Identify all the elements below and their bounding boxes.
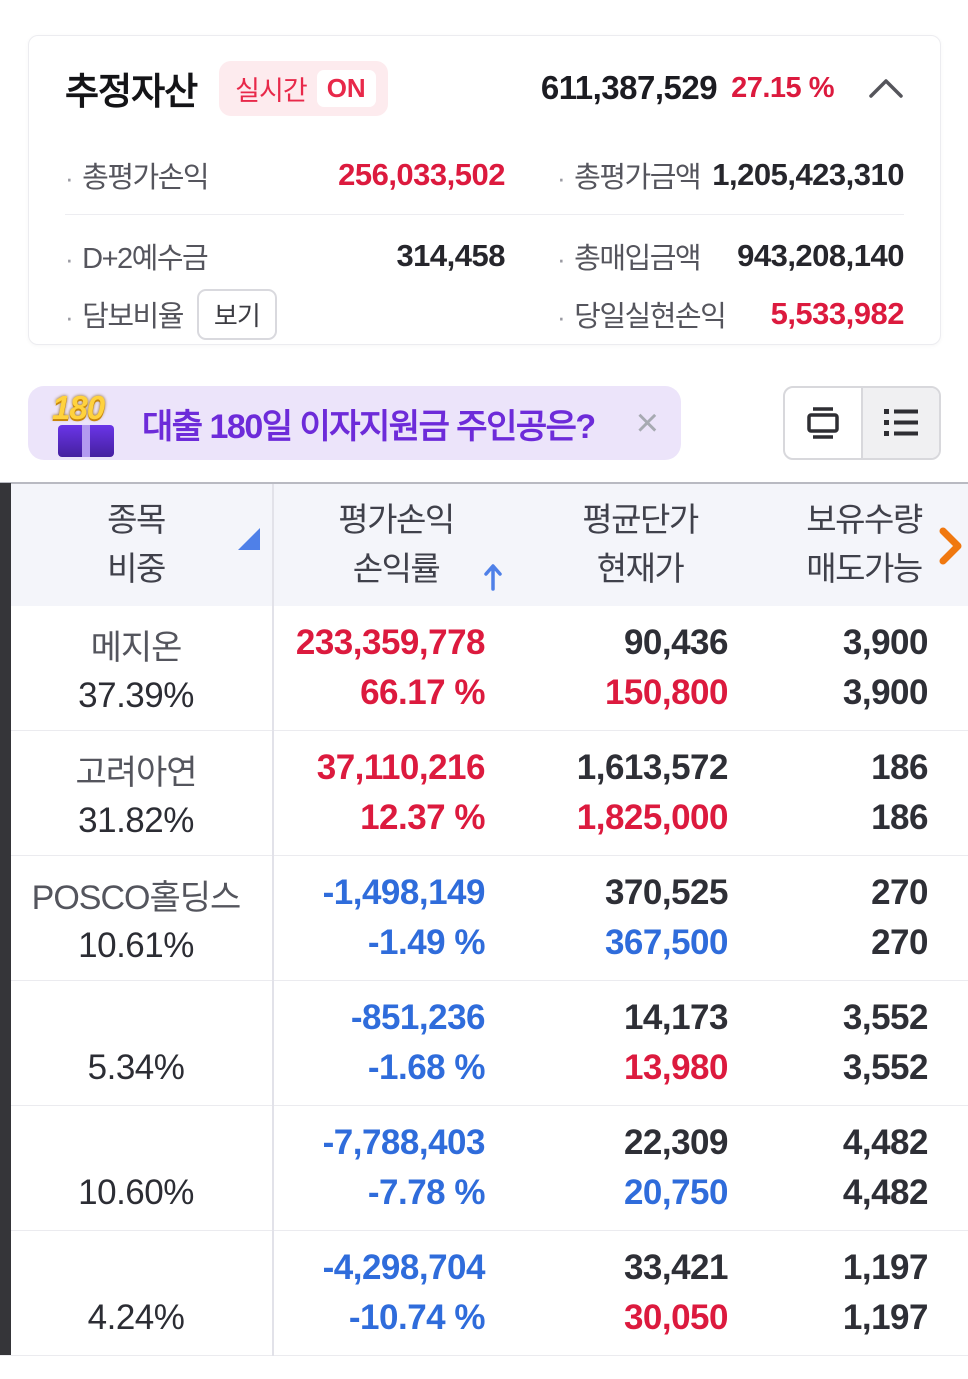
- table-top-border: [0, 482, 968, 484]
- quantity: 3,900: [842, 623, 929, 663]
- table-row[interactable]: 고려아연 31.82% 37,110,216 12.37 % 1,613,572 1,82…: [0, 731, 968, 856]
- avg-price: 90,436: [623, 623, 729, 663]
- table-left-edge-bar: [0, 483, 11, 1355]
- quantity: 270: [871, 873, 928, 913]
- column-divider: [272, 484, 274, 606]
- promo-banner-text[interactable]: 대출 180일 이자지원금 주인공은?: [142, 407, 596, 446]
- total-purchase-value: 943,208,140: [737, 238, 904, 273]
- total-eval-amount-value: 1,205,423,310: [712, 157, 904, 192]
- profit-value: 233,359,778: [295, 623, 486, 663]
- current-price: 367,500: [604, 922, 729, 962]
- header-stock-weight[interactable]: 종목 비중: [0, 484, 272, 606]
- close-icon[interactable]: ×: [635, 401, 659, 445]
- current-price: 1,825,000: [576, 797, 729, 837]
- sellable-quantity: 3,552: [842, 1047, 929, 1087]
- daily-realized-pl-value: 5,533,982: [770, 296, 905, 331]
- total-eval-amount-label: · 총평가금액: [557, 162, 702, 194]
- sort-arrow-up-icon: [482, 560, 504, 600]
- profit-value: 37,110,216: [316, 748, 486, 788]
- sellable-quantity: 4,482: [842, 1172, 929, 1212]
- stock-name: 고려아연: [75, 754, 197, 793]
- card-view-button[interactable]: [785, 388, 861, 458]
- holdings-table: 종목 비중 평가손익 손익률 평균단가 현재가 보유수량 매도가능: [0, 482, 968, 1356]
- total-asset-rate: 27.15 %: [731, 71, 834, 104]
- sellable-quantity: 186: [871, 797, 928, 837]
- asset-card-header[interactable]: 추정자산 실시간 ON 611,387,529 27.15 %: [65, 36, 904, 132]
- quantity: 4,482: [842, 1123, 929, 1163]
- daily-realized-pl-label: · 당일실현손익: [557, 301, 727, 333]
- sellable-quantity: 3,900: [842, 672, 929, 712]
- stock-name: 메지온: [90, 629, 183, 668]
- realtime-on-toggle[interactable]: ON: [316, 69, 376, 107]
- sellable-quantity: 1,197: [842, 1297, 929, 1337]
- promo-banner[interactable]: 180 대출 180일 이자지원금 주인공은? ×: [28, 386, 681, 460]
- avg-price: 22,309: [623, 1123, 729, 1163]
- holdings-rows: 메지온 37.39% 233,359,778 66.17 % 90,436 150,800…: [0, 606, 968, 1356]
- stock-weight: 37.39%: [78, 675, 194, 715]
- profit-rate: -7.78 %: [367, 1172, 486, 1212]
- header-quantity[interactable]: 보유수량 매도가능: [760, 484, 968, 606]
- profit-rate: 66.17 %: [360, 672, 485, 712]
- profit-rate: -10.74 %: [348, 1297, 486, 1337]
- profit-value: -4,298,704: [322, 1248, 486, 1288]
- sellable-quantity: 270: [871, 922, 928, 962]
- current-price: 20,750: [623, 1172, 729, 1212]
- sort-indicator-icon: [238, 528, 260, 550]
- table-row[interactable]: 10.60% -7,788,403 -7.78 % 22,309 20,750 4,482…: [0, 1106, 968, 1231]
- avg-price: 1,613,572: [576, 748, 729, 788]
- d2-deposit-label: · D+2예수금: [65, 243, 209, 275]
- profit-rate: 12.37 %: [360, 797, 485, 837]
- stock-name: POSCO홀딩스: [31, 879, 242, 918]
- total-eval-pl-label: · 총평가손익: [65, 162, 210, 194]
- gift-180-icon: 180: [46, 387, 132, 473]
- profit-value: -1,498,149: [322, 873, 486, 913]
- collapse-panel-button[interactable]: [868, 77, 904, 99]
- table-row[interactable]: POSCO홀딩스 10.61% -1,498,149 -1.49 % 370,525 36…: [0, 856, 968, 981]
- more-columns-button[interactable]: [938, 526, 964, 574]
- current-price: 13,980: [623, 1047, 729, 1087]
- total-purchase-label: · 총매입금액: [557, 243, 702, 275]
- avg-price: 14,173: [623, 998, 729, 1038]
- estimated-asset-card: 추정자산 실시간 ON 611,387,529 27.15 % · 총평가손익 2…: [28, 35, 941, 345]
- stock-weight: 31.82%: [78, 800, 194, 840]
- current-price: 30,050: [623, 1297, 729, 1337]
- stock-weight: 10.61%: [78, 925, 194, 965]
- table-header: 종목 비중 평가손익 손익률 평균단가 현재가 보유수량 매도가능: [0, 484, 968, 606]
- chevron-right-icon: [939, 527, 962, 565]
- collateral-view-button[interactable]: 보기: [196, 288, 277, 340]
- avg-price: 33,421: [623, 1248, 729, 1288]
- stock-weight: 4.24%: [87, 1297, 185, 1337]
- realtime-badge[interactable]: 실시간 ON: [219, 60, 388, 116]
- header-profit-rate[interactable]: 평가손익 손익률: [272, 484, 520, 606]
- page-title: 추정자산: [65, 71, 198, 112]
- profit-rate: -1.68 %: [367, 1047, 486, 1087]
- list-view-button[interactable]: [861, 388, 939, 458]
- current-price: 150,800: [604, 672, 729, 712]
- quantity: 3,552: [842, 998, 929, 1038]
- profit-value: -851,236: [350, 998, 486, 1038]
- stock-weight: 10.60%: [78, 1172, 194, 1212]
- chevron-up-icon: [869, 79, 903, 98]
- total-asset-value: 611,387,529: [540, 69, 718, 106]
- table-row[interactable]: 메지온 37.39% 233,359,778 66.17 % 90,436 150,800…: [0, 606, 968, 731]
- summary-divider: [65, 214, 904, 215]
- table-row[interactable]: 5.34% -851,236 -1.68 % 14,173 13,980 3,552 3,5…: [0, 981, 968, 1106]
- table-row[interactable]: 4.24% -4,298,704 -10.74 % 33,421 30,050 1,197…: [0, 1231, 968, 1356]
- profit-value: -7,788,403: [322, 1123, 486, 1163]
- stock-weight: 5.34%: [87, 1047, 185, 1087]
- header-avg-current-price[interactable]: 평균단가 현재가: [582, 501, 699, 587]
- list-view-icon: [884, 409, 918, 436]
- avg-price: 370,525: [604, 873, 729, 913]
- view-mode-toggle: [783, 386, 941, 460]
- profit-rate: -1.49 %: [367, 922, 486, 962]
- card-view-icon: [807, 407, 839, 439]
- quantity: 1,197: [842, 1248, 929, 1288]
- d2-deposit-value: 314,458: [396, 238, 505, 273]
- realtime-label: 실시간: [235, 75, 308, 106]
- collateral-ratio-label: · 담보비율: [65, 301, 184, 333]
- column-divider: [272, 606, 274, 1356]
- quantity: 186: [871, 748, 928, 788]
- total-eval-pl-value: 256,033,502: [338, 157, 505, 192]
